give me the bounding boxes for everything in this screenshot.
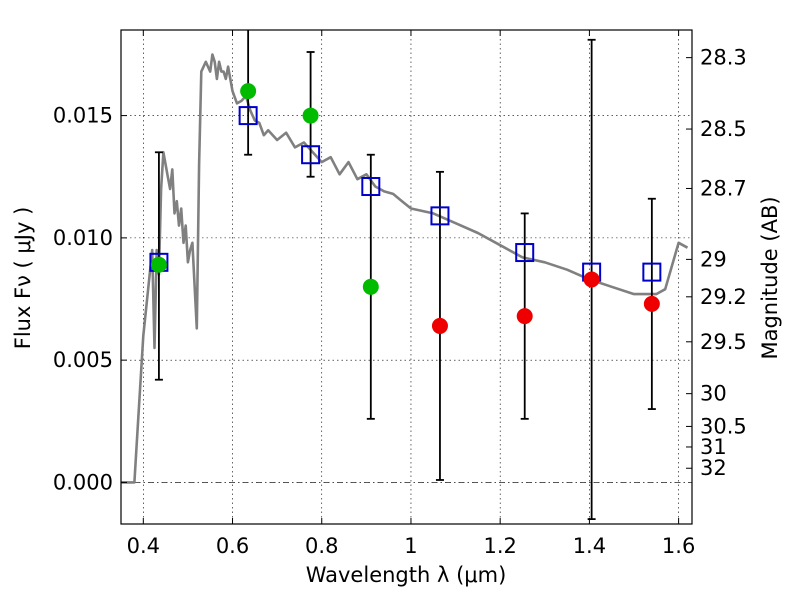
x-tick-label: 1 <box>404 534 417 558</box>
green-point <box>362 278 379 295</box>
magnitude-tick-label: 28.3 <box>700 46 747 70</box>
y-tick-label: 0.010 <box>53 226 113 250</box>
red-point <box>583 271 600 288</box>
x-tick-label: 0.8 <box>305 534 338 558</box>
magnitude-tick-label: 29.2 <box>700 285 747 309</box>
y-axis-ticks: 0.000 0.005 0.010 0.015 <box>53 104 127 494</box>
red-point <box>516 308 533 325</box>
y-tick-label: 0.015 <box>53 104 113 128</box>
x-tick-label: 1.6 <box>662 534 695 558</box>
red-point <box>431 317 448 334</box>
square-marker <box>301 145 321 165</box>
plot-frame <box>120 29 693 525</box>
green-point <box>302 107 319 124</box>
magnitude-tick-label: 32 <box>700 456 727 480</box>
magnitude-tick-label: 28.5 <box>700 117 747 141</box>
magnitude-tick-label: 30.5 <box>700 414 747 438</box>
magnitude-tick-label: 29.5 <box>700 330 747 354</box>
magnitude-tick-label: 29 <box>700 247 727 271</box>
model-spectrum-line <box>121 53 689 484</box>
magnitude-tick-label: 31 <box>700 435 727 459</box>
red-point-layer <box>431 271 660 334</box>
magnitude-tick-label: 30 <box>700 382 727 406</box>
green-point <box>150 256 167 273</box>
y-tick-label: 0.005 <box>53 348 113 372</box>
magnitude-tick-label: 28.7 <box>700 176 747 200</box>
square-marker <box>361 177 381 197</box>
model-spectrum-layer <box>121 53 689 484</box>
green-point-layer <box>150 83 379 295</box>
square-marker <box>642 262 662 282</box>
y-tick-label: 0.000 <box>53 470 113 494</box>
magnitude-axis-label: Magnitude (AB) <box>758 196 782 359</box>
square-marker-layer <box>149 106 662 282</box>
red-point <box>643 295 660 312</box>
x-tick-label: 1.4 <box>573 534 606 558</box>
square-marker <box>238 106 258 126</box>
square-marker <box>515 243 535 263</box>
x-axis-ticks: 0.4 0.6 0.8 1 1.2 1.4 1.6 <box>127 30 695 558</box>
x-tick-label: 1.2 <box>483 534 516 558</box>
square-marker <box>430 206 450 226</box>
x-tick-label: 0.4 <box>127 534 160 558</box>
green-point <box>240 83 257 100</box>
y-axis-label: Flux Fν ( μJy ) <box>11 207 35 350</box>
grid-layer <box>121 30 692 524</box>
x-tick-label: 0.6 <box>216 534 249 558</box>
x-axis-label: Wavelength λ (μm) <box>306 563 507 587</box>
